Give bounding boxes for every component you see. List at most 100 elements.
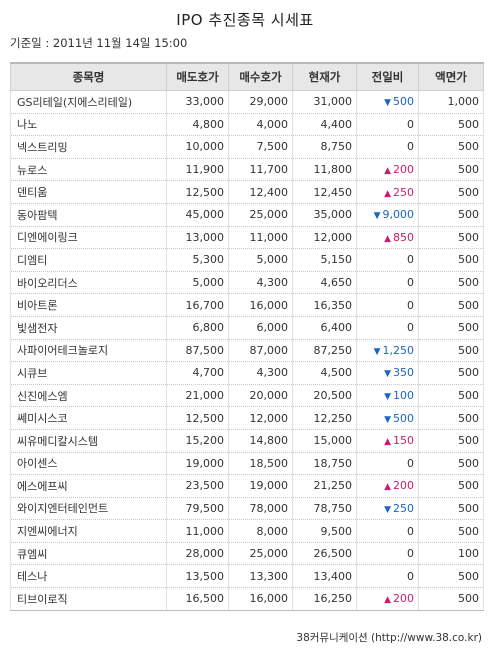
table-row: 시큐브 4,700 4,300 4,500 ▼ 350 500: [10, 361, 484, 385]
current-price-cell: 31,000: [292, 90, 357, 114]
ask-price-cell: 11,900: [166, 158, 229, 182]
stock-name-cell: 덴티움: [10, 180, 167, 204]
bid-price-cell: 14,800: [228, 429, 293, 453]
change-value: 0: [407, 253, 414, 267]
table-row: 쎄미시스코 12,500 12,000 12,250 ▼ 500 500: [10, 406, 484, 430]
current-price-cell: 26,500: [292, 542, 357, 566]
down-arrow-icon: ▼: [384, 98, 391, 109]
header-current-price: 현재가: [292, 62, 357, 91]
bid-price-cell: 7,500: [228, 135, 293, 159]
bid-price-cell: 11,700: [228, 158, 293, 182]
ask-price-cell: 4,700: [166, 361, 229, 385]
current-price-cell: 18,750: [292, 452, 357, 476]
ask-price-cell: 45,000: [166, 203, 229, 227]
table-row: 뉴로스 11,900 11,700 11,800 ▲ 200 500: [10, 158, 484, 182]
table-row: GS리테일(지에스리테일) 33,000 29,000 31,000 ▼ 500 1,000: [10, 90, 484, 114]
stock-name-cell: 티브이로직: [10, 587, 167, 611]
ask-price-cell: 4,800: [166, 113, 229, 137]
stock-name-cell: 사파이어테크놀로지: [10, 339, 167, 363]
down-arrow-icon: ▼: [373, 346, 381, 357]
par-value-cell: 500: [418, 271, 484, 295]
bid-price-cell: 13,300: [228, 564, 293, 589]
stock-name-cell: 넥스트리밍: [10, 135, 167, 159]
table-header-row: 종목명 매도호가 매수호가 현재가 전일비 액면가: [10, 62, 484, 91]
par-value-cell: 500: [418, 316, 484, 340]
change-value: 0: [407, 140, 414, 154]
table-row: 티브이로직 16,500 16,000 16,250 ▲ 200 500: [10, 587, 484, 611]
header-ask-price: 매도호가: [166, 62, 229, 91]
current-price-cell: 21,250: [292, 474, 357, 498]
current-price-cell: 13,400: [292, 564, 357, 589]
stock-name-cell: 나노: [10, 113, 167, 137]
bid-price-cell: 18,500: [228, 452, 293, 476]
table-row: 디엠티 5,300 5,000 5,150 0 500: [10, 248, 484, 272]
stock-name-cell: 와이지엔터테인먼트: [10, 497, 167, 521]
current-price-cell: 4,400: [292, 113, 357, 137]
par-value-cell: 500: [418, 406, 484, 430]
change-cell: 0: [356, 248, 419, 272]
down-arrow-icon: ▼: [373, 211, 381, 222]
ask-price-cell: 5,300: [166, 248, 229, 272]
par-value-cell: 500: [418, 497, 484, 521]
down-arrow-icon: ▼: [384, 369, 391, 380]
table-row: 넥스트리밍 10,000 7,500 8,750 0 500: [10, 135, 484, 159]
bid-price-cell: 16,000: [228, 293, 293, 317]
bid-price-cell: 25,000: [228, 203, 293, 227]
change-value: 0: [407, 456, 414, 470]
source-credit: 38커뮤니케이션 (http://www.38.co.kr): [296, 632, 482, 644]
change-cell: ▲ 850: [356, 226, 419, 250]
par-value-cell: 500: [418, 248, 484, 272]
stock-name-cell: 쎄미시스코: [10, 406, 167, 430]
change-cell: 0: [356, 271, 419, 295]
ask-price-cell: 19,000: [166, 452, 229, 476]
table-row: 큐엠씨 28,000 25,000 26,500 0 100: [10, 542, 484, 566]
table-row: 테스나 13,500 13,300 13,400 0 500: [10, 564, 484, 589]
change-cell: ▼ 9,000: [356, 203, 419, 227]
change-value: 200: [393, 479, 414, 493]
stock-name-cell: 테스나: [10, 564, 167, 589]
table-row: 와이지엔터테인먼트 79,500 78,000 78,750 ▼ 250 500: [10, 497, 484, 521]
bid-price-cell: 87,000: [228, 339, 293, 363]
par-value-cell: 500: [418, 519, 484, 543]
ask-price-cell: 28,000: [166, 542, 229, 566]
change-value: 250: [393, 501, 414, 515]
up-arrow-icon: ▲: [384, 482, 391, 493]
par-value-cell: 500: [418, 293, 484, 317]
par-value-cell: 500: [418, 474, 484, 498]
ipo-price-table: 종목명 매도호가 매수호가 현재가 전일비 액면가 GS리테일(지에스리테일) 3…: [10, 62, 484, 611]
header-par-value: 액면가: [418, 62, 484, 91]
par-value-cell: 500: [418, 587, 484, 611]
change-value: 0: [407, 276, 414, 290]
change-value: 850: [393, 230, 414, 244]
ask-price-cell: 11,000: [166, 519, 229, 543]
change-cell: ▲ 250: [356, 180, 419, 204]
bid-price-cell: 16,000: [228, 587, 293, 611]
change-value: 0: [407, 524, 414, 538]
change-cell: ▼ 350: [356, 361, 419, 385]
par-value-cell: 500: [418, 361, 484, 385]
current-price-cell: 78,750: [292, 497, 357, 521]
par-value-cell: 500: [418, 113, 484, 137]
change-cell: ▼ 100: [356, 384, 419, 408]
bid-price-cell: 19,000: [228, 474, 293, 498]
stock-name-cell: 동아팜텍: [10, 203, 167, 227]
stock-name-cell: 빛샘전자: [10, 316, 167, 340]
stock-name-cell: 에스에프씨: [10, 474, 167, 498]
table-row: 바이오리더스 5,000 4,300 4,650 0 500: [10, 271, 484, 295]
down-arrow-icon: ▼: [384, 504, 391, 515]
change-value: 100: [393, 389, 414, 403]
current-price-cell: 9,500: [292, 519, 357, 543]
change-cell: 0: [356, 113, 419, 137]
up-arrow-icon: ▲: [384, 166, 391, 177]
bid-price-cell: 11,000: [228, 226, 293, 250]
down-arrow-icon: ▼: [384, 392, 391, 403]
ask-price-cell: 16,500: [166, 587, 229, 611]
header-change: 전일비: [356, 62, 419, 91]
current-price-cell: 35,000: [292, 203, 357, 227]
bid-price-cell: 5,000: [228, 248, 293, 272]
up-arrow-icon: ▲: [384, 437, 391, 448]
current-price-cell: 16,350: [292, 293, 357, 317]
table-row: 덴티움 12,500 12,400 12,450 ▲ 250 500: [10, 180, 484, 204]
stock-name-cell: 지엔씨에너지: [10, 519, 167, 543]
bid-price-cell: 25,000: [228, 542, 293, 566]
